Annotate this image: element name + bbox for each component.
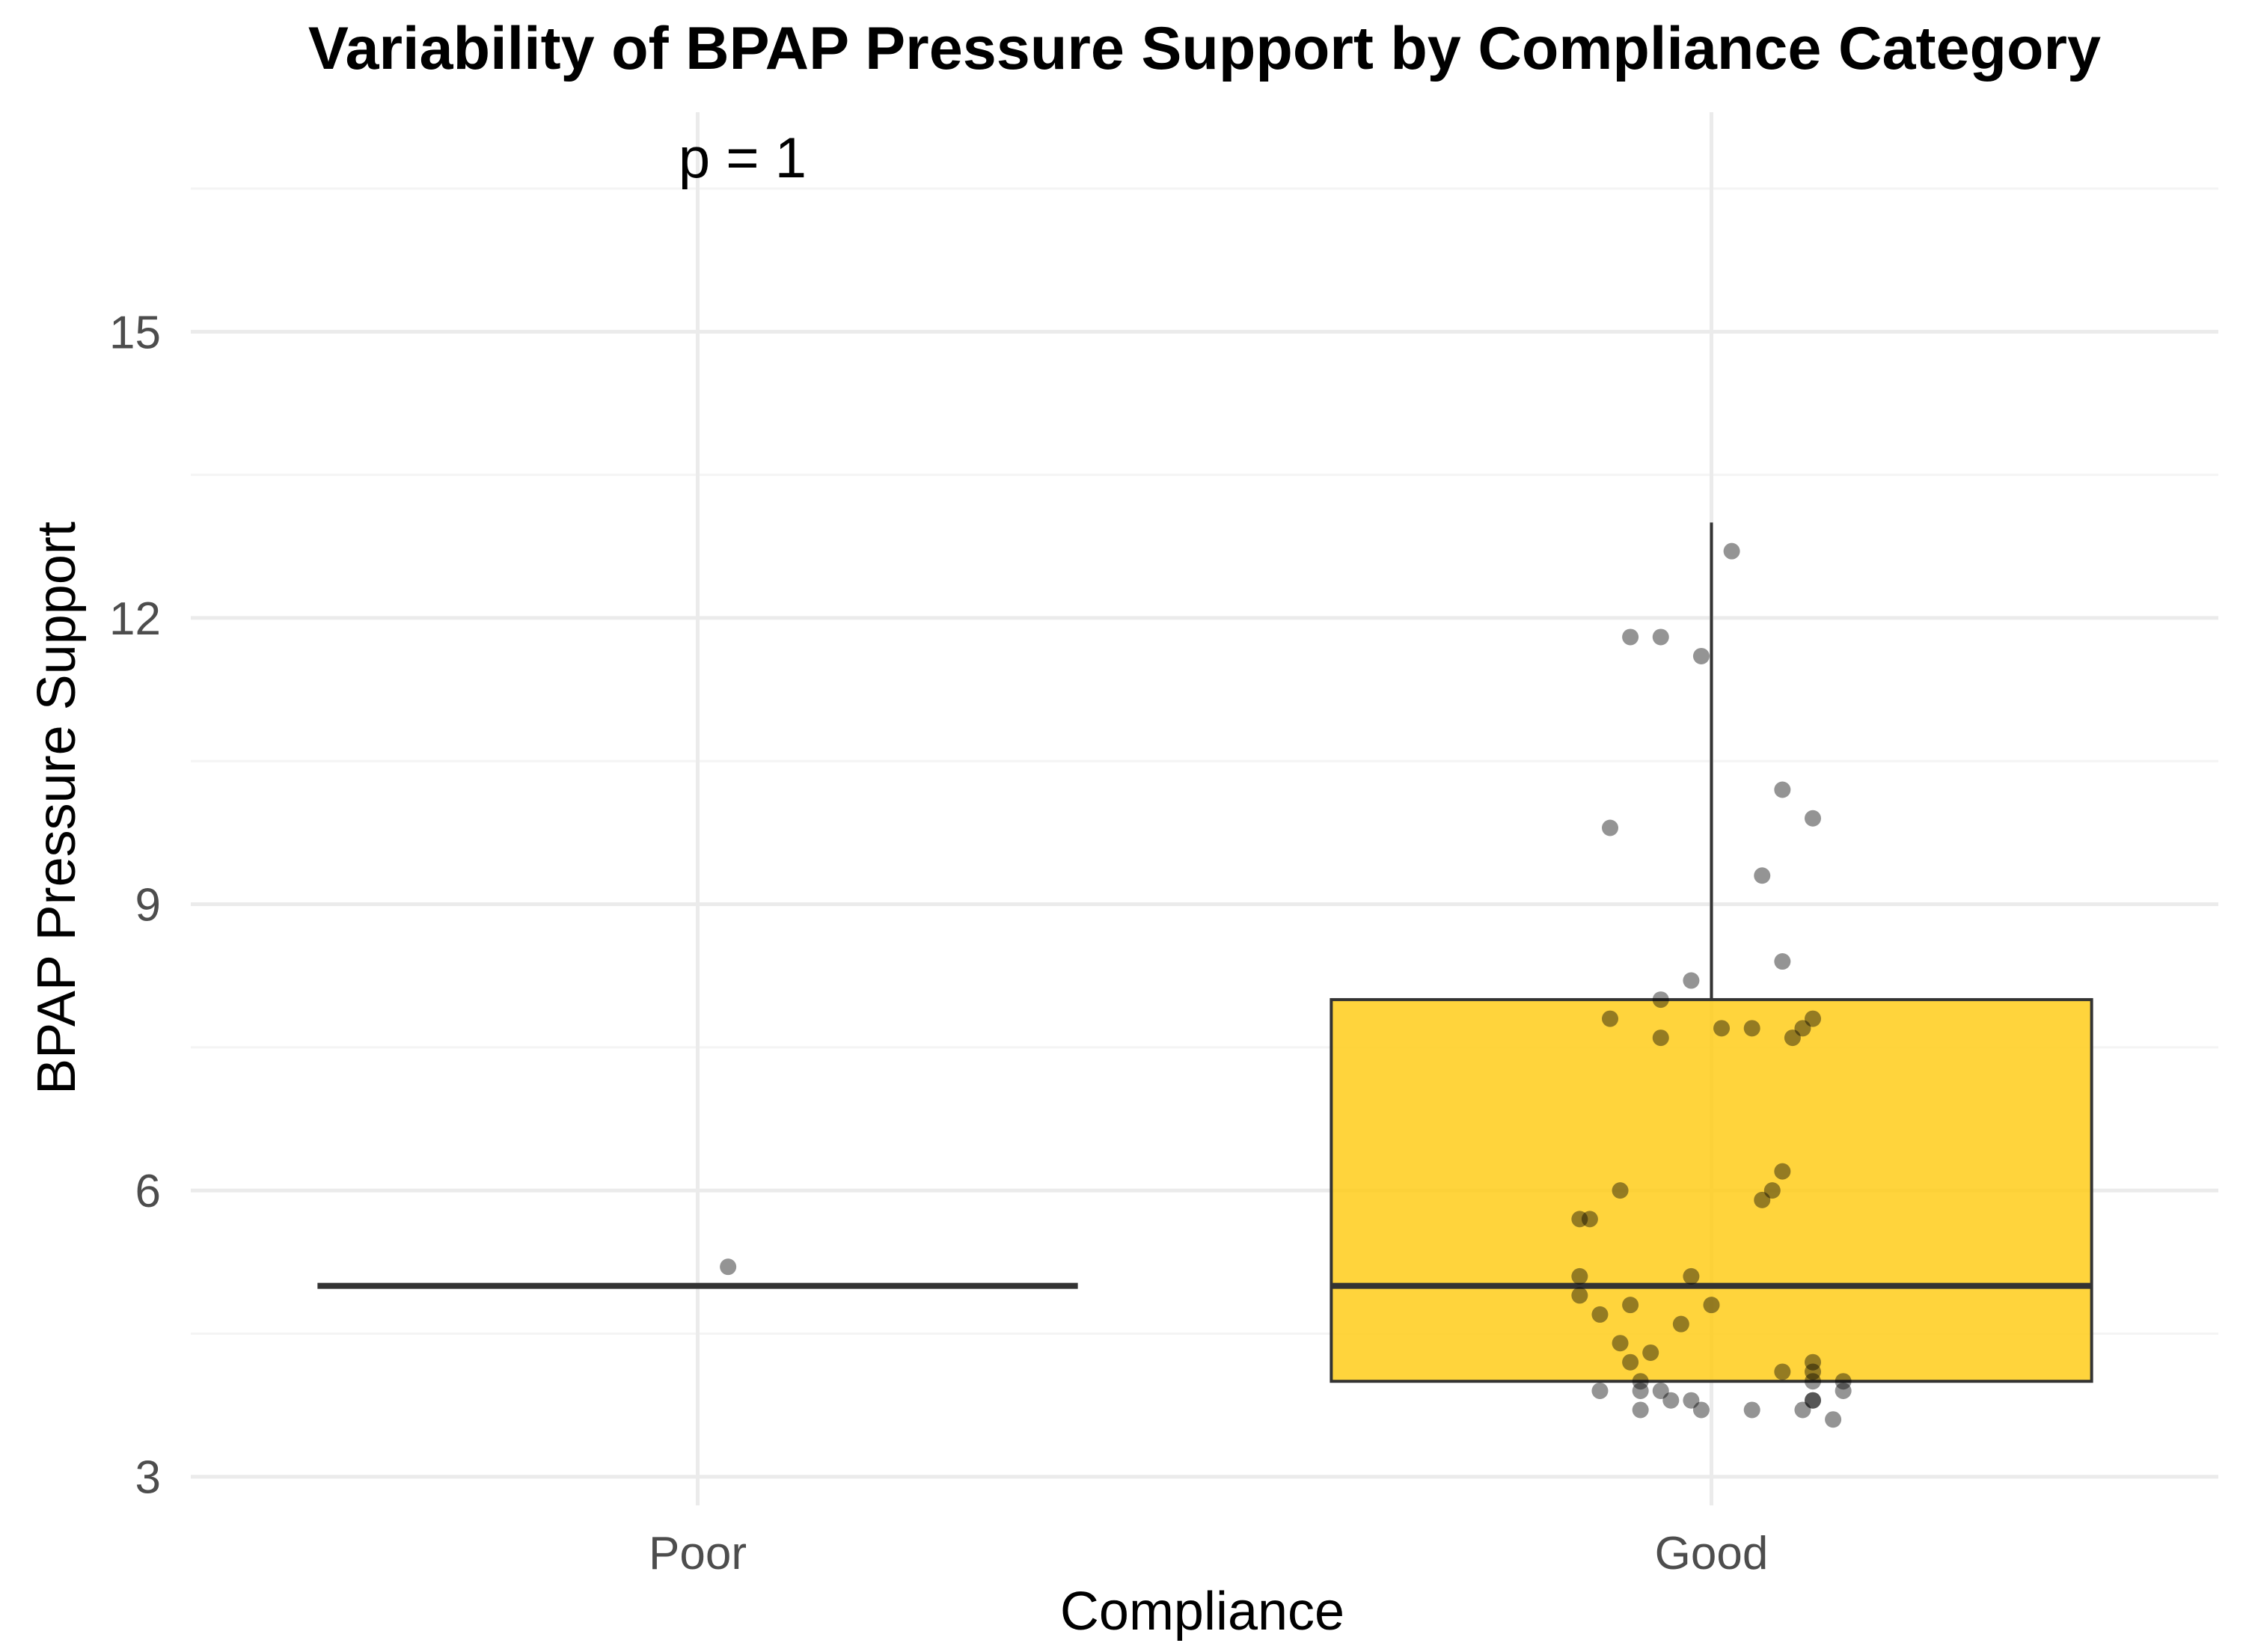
data-point-good — [1784, 1030, 1801, 1047]
data-point-good — [1652, 1382, 1669, 1399]
data-point-good — [1805, 1392, 1821, 1409]
data-point-good — [1774, 1363, 1791, 1380]
x-tick-label-good: Good — [1655, 1528, 1769, 1579]
y-axis-ticks: 3 6 9 12 15 — [109, 307, 161, 1503]
data-point-good — [1622, 628, 1639, 646]
data-point-good — [1743, 1020, 1760, 1037]
data-point-good — [1612, 1182, 1629, 1199]
data-point-good — [1805, 1010, 1821, 1027]
data-point-good — [1632, 1401, 1649, 1419]
data-point-good — [1591, 1306, 1609, 1323]
y-tick-label: 6 — [135, 1166, 161, 1217]
x-axis-ticks: Poor Good — [649, 1528, 1768, 1579]
data-point-good — [1632, 1382, 1649, 1399]
y-tick-label: 12 — [109, 593, 161, 645]
data-point-good — [1652, 991, 1669, 1009]
data-point-good — [1805, 1363, 1821, 1380]
data-point-good — [1602, 819, 1618, 836]
data-point-good — [1683, 972, 1700, 989]
data-point-good — [1763, 1182, 1781, 1199]
data-point-good — [1652, 1030, 1669, 1047]
data-point-good — [1774, 781, 1791, 798]
y-axis-title: BPAP Pressure Support — [27, 521, 87, 1095]
data-point-good — [1723, 542, 1740, 560]
data-point-good — [1672, 1315, 1689, 1333]
x-tick-label-poor: Poor — [649, 1528, 747, 1579]
data-point-good — [1571, 1287, 1588, 1304]
data-point-good — [1713, 1020, 1731, 1037]
data-point-good — [1805, 1392, 1821, 1409]
data-point-good — [1571, 1267, 1588, 1285]
data-point-good — [1835, 1382, 1852, 1399]
data-point-good — [1774, 953, 1791, 970]
data-point-good — [1632, 1373, 1649, 1390]
y-tick-label: 9 — [135, 880, 161, 931]
data-point-good — [1754, 1191, 1771, 1208]
data-point-good — [1794, 1020, 1811, 1037]
data-point-good — [1703, 1297, 1720, 1314]
data-point-good — [1825, 1411, 1842, 1428]
data-point-good — [1612, 1335, 1629, 1352]
data-point-good — [1774, 1163, 1791, 1180]
data-point-good — [1662, 1392, 1680, 1409]
jitter-points — [720, 542, 1852, 1428]
data-point-good — [1794, 1401, 1811, 1419]
data-point-good — [1805, 1353, 1821, 1371]
p-value-annotation: p = 1 — [679, 126, 807, 190]
box-good — [1330, 998, 2093, 1383]
data-point-good — [1754, 867, 1771, 884]
data-point-good — [1581, 1211, 1598, 1228]
data-point-good — [1805, 810, 1821, 827]
y-tick-label: 3 — [135, 1452, 161, 1504]
grid-lines — [191, 112, 2218, 1505]
data-point-good — [1652, 628, 1669, 646]
data-point-good — [1622, 1297, 1639, 1314]
data-point-good — [1683, 1267, 1700, 1285]
data-point-good — [1642, 1344, 1659, 1361]
data-point-good — [1622, 1353, 1639, 1371]
box-layer — [317, 522, 2093, 1383]
data-point-good — [1683, 1392, 1700, 1409]
chart-title: Variability of BPAP Pressure Support by … — [308, 15, 2101, 82]
data-point-good — [1692, 647, 1710, 664]
y-tick-label: 15 — [109, 307, 161, 358]
data-point-good — [1602, 1010, 1618, 1027]
data-point-good — [1743, 1401, 1760, 1419]
data-point-good — [1591, 1382, 1609, 1399]
data-point-poor — [720, 1258, 737, 1276]
data-point-good — [1835, 1373, 1852, 1390]
x-axis-title: Compliance — [1060, 1582, 1344, 1642]
data-point-good — [1571, 1211, 1588, 1228]
data-point-good — [1692, 1401, 1710, 1419]
data-point-good — [1805, 1373, 1821, 1390]
